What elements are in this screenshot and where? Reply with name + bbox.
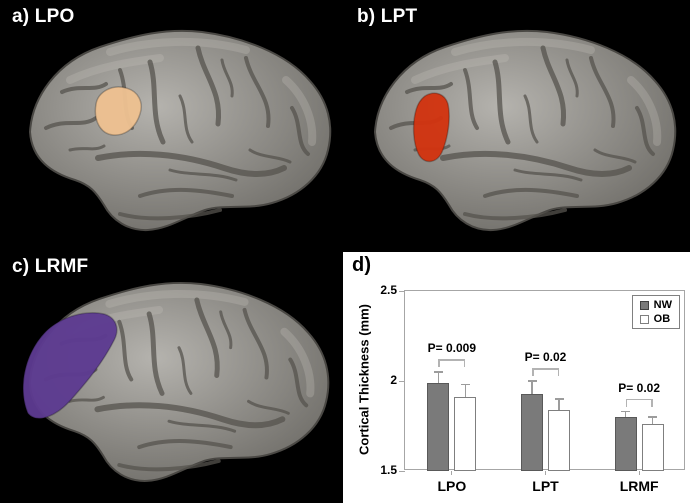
significance-bracket-tick [532, 368, 534, 376]
x-tick-mark [545, 471, 546, 475]
bar-ob-lpo [454, 397, 477, 471]
y-tick-label: 2.5 [380, 283, 397, 297]
plot-area: 2.5 2 1.5 LPO P= 0.009 LPT P= 0.02 LRMF P= 0.02 N… [380, 283, 685, 494]
y-tick-mark [399, 380, 405, 382]
x-category-label: LPO [437, 478, 467, 494]
legend-swatch-icon [639, 300, 649, 310]
panel-a-lpo: a) LPO [0, 0, 345, 250]
x-tick-mark [451, 471, 453, 475]
significance-bracket-tick [651, 398, 653, 407]
p-value-label: P= 0.009 [427, 341, 477, 355]
x-tick-mark [638, 471, 640, 475]
error-bar-stem [651, 417, 654, 425]
bar-ob-lrmf [641, 424, 664, 471]
bar-nw-lpo [427, 382, 450, 471]
panel-c-label: c) LRMF [12, 256, 89, 277]
y-tick-label: 2 [390, 373, 397, 387]
panel-b-label: b) LPT [357, 6, 418, 27]
significance-bracket-tick [438, 359, 440, 367]
brain-render-lrmf [0, 250, 343, 503]
error-bar-cap [648, 416, 658, 418]
panel-c-lrmf: c) LRMF [0, 250, 343, 503]
significance-bracket [438, 359, 466, 361]
significance-bracket-tick [557, 368, 559, 376]
error-bar-cap [527, 380, 537, 382]
error-bar-stem [437, 372, 440, 383]
error-bar-cap [433, 371, 443, 373]
legend-label: NW [653, 299, 672, 311]
error-bar-stem [464, 384, 467, 398]
legend-swatch-icon [639, 314, 649, 324]
significance-bracket [625, 398, 653, 401]
brain-render-lpt [345, 0, 690, 250]
legend-label: OB [653, 313, 671, 326]
x-category-label: LPT [532, 478, 559, 494]
significance-bracket-tick [463, 359, 466, 367]
panel-d-label: d) [352, 254, 372, 276]
error-bar-stem [624, 411, 627, 417]
significance-bracket-tick [625, 398, 628, 407]
bar-nw-lpt [521, 393, 543, 471]
legend-entry-nw: NW [639, 299, 672, 311]
error-bar-cap [554, 398, 564, 400]
brain-render-lpo [0, 0, 345, 250]
panel-a-label: a) LPO [12, 6, 75, 27]
y-tick-label: 1.5 [380, 463, 397, 477]
bar-ob-lpt [548, 409, 570, 471]
panel-d-chart: d) Cortical Thickness (mm) 2.5 2 1.5 LPO P= … [343, 252, 690, 503]
error-bar-stem [531, 381, 533, 394]
error-bar-cap [621, 410, 631, 413]
error-bar-cap [460, 383, 470, 386]
error-bar-stem [558, 399, 560, 410]
chart-legend: NW OB [631, 295, 680, 330]
panel-b-lpt: b) LPT [345, 0, 690, 250]
p-value-label: P= 0.02 [524, 350, 567, 364]
y-tick-mark [399, 290, 405, 292]
y-tick-mark [399, 470, 405, 472]
p-value-label: P= 0.02 [618, 380, 660, 395]
bar-nw-lrmf [614, 417, 637, 471]
significance-bracket [532, 368, 559, 370]
legend-entry-ob: OB [639, 313, 672, 326]
x-category-label: LRMF [619, 478, 659, 494]
